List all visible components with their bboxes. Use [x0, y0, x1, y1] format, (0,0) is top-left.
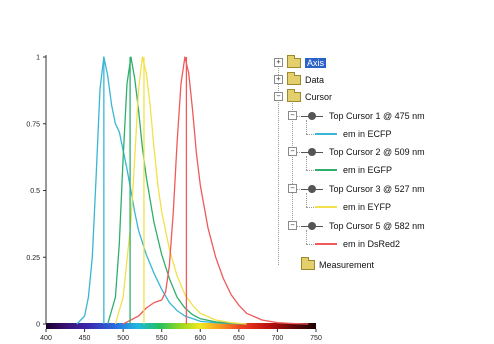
- tree-connector-line: [292, 152, 302, 153]
- x-tick-label: 600: [194, 335, 206, 342]
- object-tree-panel: + Axis + Data − Cursor − Top Cursor 1 @ 475 nm e…: [274, 52, 494, 282]
- x-tick-label: 450: [79, 335, 91, 342]
- cursor-icon: [301, 184, 323, 194]
- tree-connector-line: [306, 120, 307, 134]
- x-tick-label: 650: [233, 335, 245, 342]
- folder-icon: [287, 88, 301, 102]
- series-line: [107, 56, 247, 325]
- tree-connector-line: [306, 207, 316, 208]
- y-tick-label: 0: [36, 322, 40, 329]
- cursor-icon: [301, 147, 323, 157]
- spectrum-bar: [46, 323, 316, 329]
- tree-item-label: em in EGFP: [343, 164, 393, 175]
- collapse-icon[interactable]: −: [288, 221, 297, 230]
- x-tick-label: 550: [156, 335, 168, 342]
- swatch-icon: [315, 242, 337, 245]
- collapse-icon[interactable]: −: [288, 111, 297, 120]
- tree-item-label: em in ECFP: [343, 128, 392, 139]
- tree-connector-line: [306, 244, 316, 245]
- tree-item-axis[interactable]: + Axis: [274, 54, 327, 69]
- tree-item-measurement[interactable]: Measurement: [288, 256, 375, 271]
- x-tick-label: 400: [40, 335, 52, 342]
- collapse-icon[interactable]: −: [288, 184, 297, 193]
- tree-connector-line: [306, 193, 307, 207]
- tree-item-label: Top Cursor 2 @ 509 nm: [329, 146, 425, 157]
- expand-icon[interactable]: +: [274, 58, 283, 67]
- x-tick-label: 500: [117, 335, 129, 342]
- tree-item-label: em in EYFP: [343, 201, 392, 212]
- tree-item-label: Data: [305, 74, 325, 85]
- collapse-icon[interactable]: −: [288, 147, 297, 156]
- x-tick-label: 750: [310, 335, 322, 342]
- folder-icon: [287, 71, 301, 85]
- tree-item-top-cursor-2-509-nm[interactable]: − Top Cursor 2 @ 509 nm: [288, 145, 425, 158]
- x-tick-label: 700: [272, 335, 284, 342]
- tree-item-em-in-eyfp[interactable]: em in EYFP: [302, 200, 391, 213]
- tree-item-top-cursor-1-475-nm[interactable]: − Top Cursor 1 @ 475 nm: [288, 109, 425, 122]
- series-line: [76, 56, 247, 325]
- tree-item-label: Top Cursor 1 @ 475 nm: [329, 110, 425, 121]
- tree-item-label: Top Cursor 3 @ 527 nm: [329, 183, 425, 194]
- tree-item-top-cursor-3-527-nm[interactable]: − Top Cursor 3 @ 527 nm: [288, 182, 425, 195]
- y-axis-ticks: 0 0.25 0.5 0.75 1: [26, 55, 46, 329]
- y-tick-label: 0.75: [26, 121, 40, 128]
- series-line: [122, 56, 309, 325]
- tree-connector-line: [306, 230, 307, 244]
- tree-connector-line: [292, 189, 302, 190]
- tree-item-em-in-ecfp[interactable]: em in ECFP: [302, 127, 392, 140]
- swatch-icon: [315, 205, 337, 208]
- tree-connector-line: [306, 170, 316, 171]
- cursor-icon: [301, 221, 323, 231]
- tree-item-data[interactable]: + Data: [274, 71, 325, 86]
- y-tick-label: 0.5: [30, 188, 40, 195]
- tree-connector-line: [292, 98, 293, 228]
- tree-item-cursor[interactable]: − Cursor: [274, 88, 333, 103]
- x-axis-ticks: 400 450 500 550 600 650 700 750: [40, 329, 322, 342]
- series-layer: [76, 56, 309, 325]
- tree-item-label: em in DsRed2: [343, 238, 401, 249]
- series-line: [114, 56, 247, 325]
- y-tick-label: 1: [36, 55, 40, 62]
- tree-item-label: Axis: [305, 57, 327, 68]
- tree-item-em-in-dsred2[interactable]: em in DsRed2: [302, 237, 400, 250]
- cursor-icon: [301, 111, 323, 121]
- tree-item-label: Top Cursor 5 @ 582 nm: [329, 220, 425, 231]
- expand-icon[interactable]: +: [274, 75, 283, 84]
- cursor-layer: [103, 57, 188, 324]
- folder-icon: [301, 256, 315, 270]
- tree-connector-line: [292, 116, 302, 117]
- swatch-icon: [315, 168, 337, 171]
- tree-connector-line: [292, 226, 302, 227]
- y-tick-label: 0.25: [26, 255, 40, 262]
- tree-connector-line: [306, 134, 316, 135]
- tree-item-label: Measurement: [319, 259, 375, 270]
- tree-item-em-in-egfp[interactable]: em in EGFP: [302, 163, 392, 176]
- collapse-icon[interactable]: −: [274, 92, 283, 101]
- tree-item-label: Cursor: [305, 91, 333, 102]
- folder-icon: [287, 54, 301, 68]
- tree-connector-line: [306, 156, 307, 170]
- tree-connector-line: [278, 62, 279, 265]
- swatch-icon: [315, 132, 337, 135]
- tree-item-top-cursor-5-582-nm[interactable]: − Top Cursor 5 @ 582 nm: [288, 219, 425, 232]
